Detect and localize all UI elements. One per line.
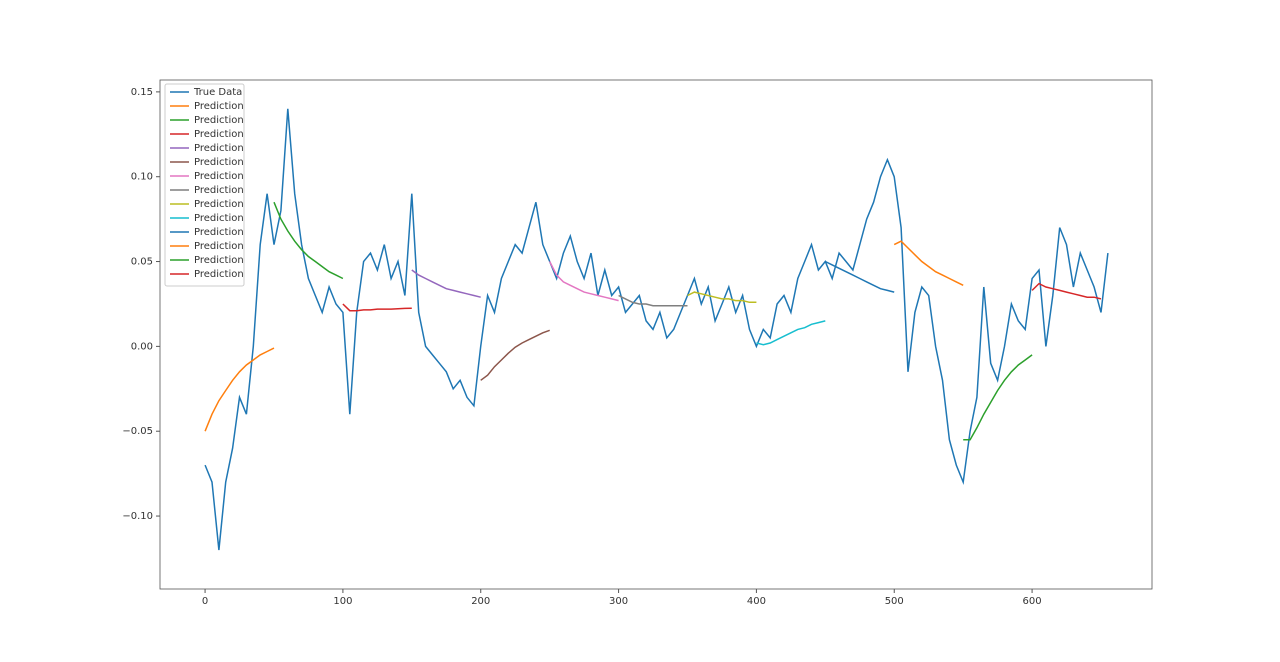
legend-label: Prediction <box>194 143 244 154</box>
data-line <box>963 354 1033 441</box>
legend-label: Prediction <box>194 185 244 196</box>
legend-label: Prediction <box>194 227 244 238</box>
y-tick-label: 0.15 <box>131 87 153 98</box>
x-tick-label: 600 <box>1023 596 1042 607</box>
y-tick-label: −0.10 <box>122 511 153 522</box>
legend-label: True Data <box>193 87 242 98</box>
x-tick-label: 500 <box>885 596 904 607</box>
x-tick-label: 300 <box>609 596 628 607</box>
data-line <box>824 260 895 293</box>
data-line <box>411 269 481 298</box>
legend-label: Prediction <box>194 213 244 224</box>
legend-label: Prediction <box>194 101 244 112</box>
x-tick-label: 0 <box>202 596 208 607</box>
data-line <box>687 291 757 304</box>
data-line <box>618 294 688 307</box>
y-tick-label: 0.10 <box>131 172 153 183</box>
legend-label: Prediction <box>194 255 244 266</box>
y-tick-label: 0.05 <box>131 257 153 268</box>
data-line <box>549 261 619 302</box>
plot-frame <box>159 79 1153 590</box>
legend-label: Prediction <box>194 269 244 280</box>
legend-label: Prediction <box>194 241 244 252</box>
legend-label: Prediction <box>194 171 244 182</box>
y-tick-label: 0.00 <box>131 341 153 352</box>
data-line <box>204 347 275 432</box>
data-line <box>480 329 550 381</box>
data-line <box>1031 282 1102 300</box>
legend-label: Prediction <box>194 157 244 168</box>
x-tick-label: 200 <box>471 596 490 607</box>
data-line <box>342 303 412 312</box>
y-tick-label: −0.05 <box>122 426 153 437</box>
legend-label: Prediction <box>194 199 244 210</box>
legend-label: Prediction <box>194 129 244 140</box>
data-line <box>893 240 964 286</box>
data-line <box>273 201 344 280</box>
data-line <box>204 108 1109 551</box>
x-tick-label: 400 <box>747 596 766 607</box>
x-tick-label: 100 <box>333 596 352 607</box>
legend-label: Prediction <box>194 115 244 126</box>
data-line <box>756 320 826 346</box>
